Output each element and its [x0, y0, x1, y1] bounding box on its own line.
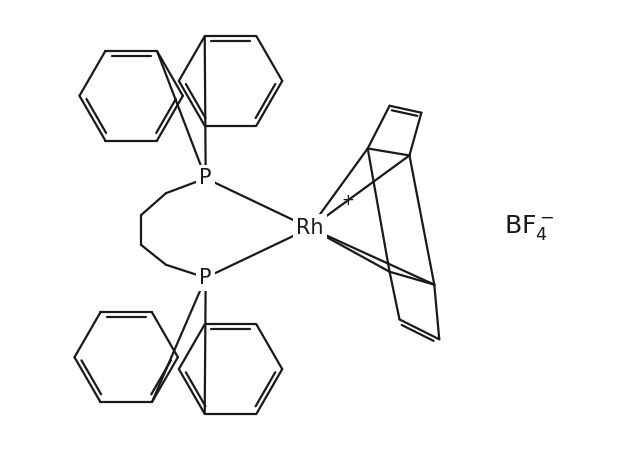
Text: +: + — [342, 192, 354, 207]
Text: P: P — [200, 168, 212, 188]
Text: Rh: Rh — [296, 218, 324, 238]
Text: BF$_4^-$: BF$_4^-$ — [504, 213, 554, 242]
Text: P: P — [200, 268, 212, 288]
